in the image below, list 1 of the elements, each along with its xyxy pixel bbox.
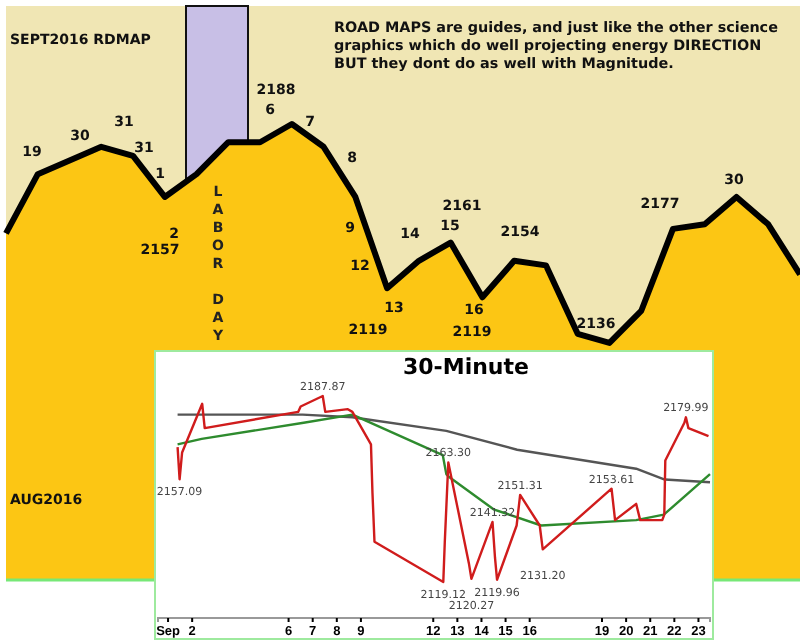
chart-title: 30-Minute [403,354,529,380]
